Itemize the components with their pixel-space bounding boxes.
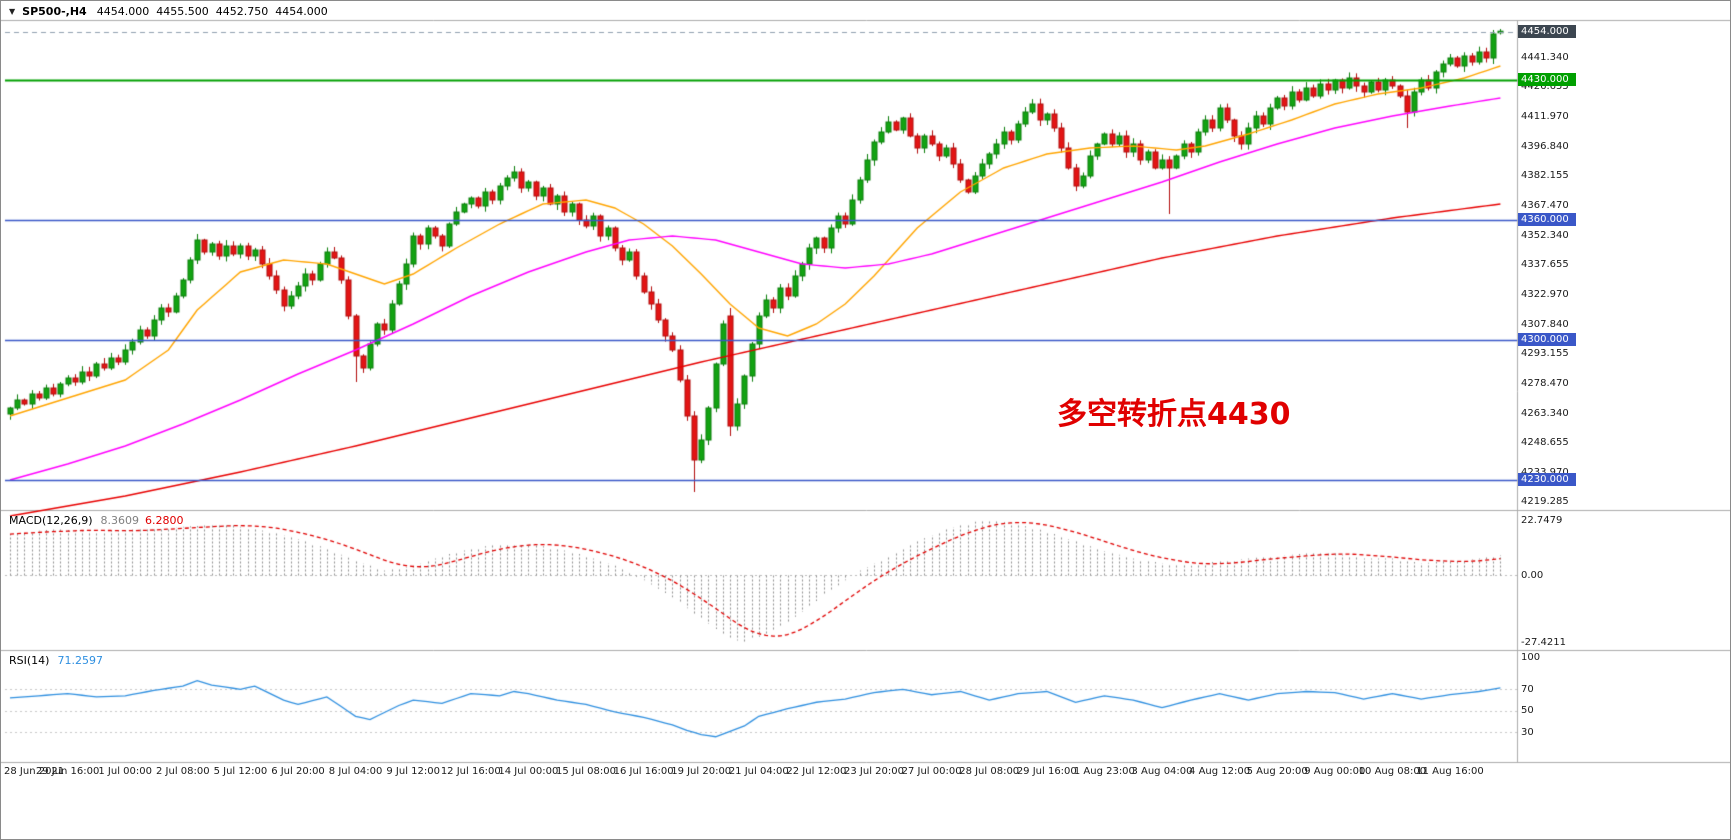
ohlc-low: 4452.750 [215, 5, 269, 18]
ohlc-open: 4454.000 [96, 5, 150, 18]
rsi-value: 71.2597 [57, 654, 103, 667]
macd-name: MACD(12,26,9) [9, 514, 93, 527]
symbol-timeframe: SP500-,H4 [22, 5, 87, 18]
rsi-indicator-label: RSI(14) 71.2597 [9, 654, 103, 667]
ohlc-high: 4455.500 [156, 5, 209, 18]
macd-signal-value: 6.2800 [145, 514, 184, 527]
chart-marker-icon: ▼ [9, 7, 16, 16]
chart-info-line: ▼ SP500-,H4 4454.000 4455.500 4452.750 4454.0… [9, 5, 335, 18]
ohlc-close: 4454.000 [275, 5, 328, 18]
chart-annotation-text[interactable]: 多空转折点4430 [1057, 397, 1291, 432]
macd-indicator-label: MACD(12,26,9) 8.3609 6.2800 [9, 514, 184, 527]
macd-main-value: 8.3609 [100, 514, 140, 527]
rsi-name: RSI(14) [9, 654, 50, 667]
